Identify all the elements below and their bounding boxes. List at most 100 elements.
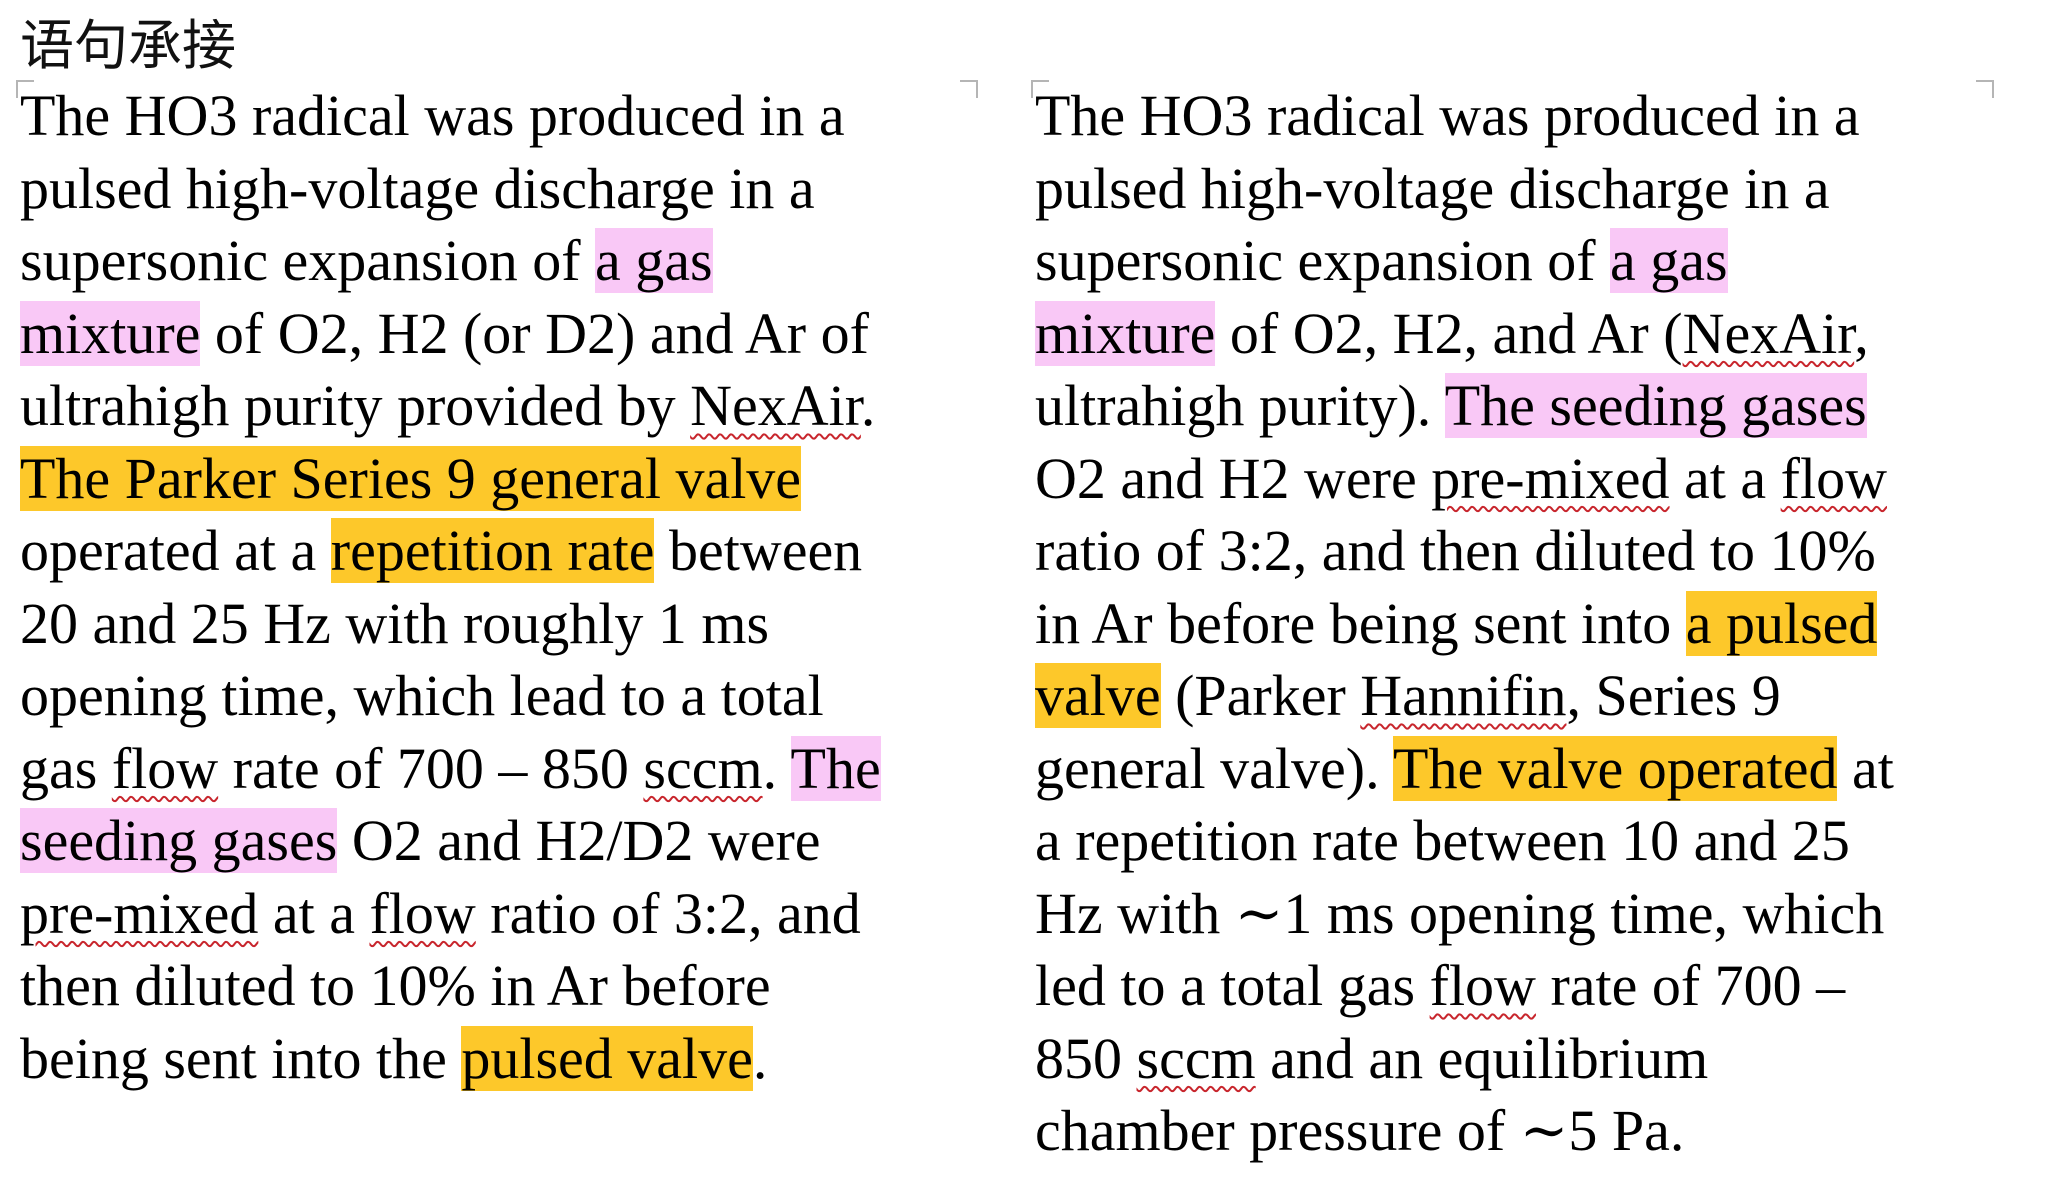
spellcheck-flagged-word: flow — [1429, 953, 1536, 1018]
text-run: . — [752, 1025, 768, 1091]
paragraph-line: ultrahigh purity). The seeding gases — [1035, 370, 2010, 443]
paragraph-line: The HO3 radical was produced in a — [20, 80, 990, 153]
spellcheck-flagged-word: sccm — [1136, 1025, 1256, 1091]
text-run: of O2, H2, and Ar ( — [1215, 300, 1683, 366]
paragraph-line: pre-mixed at a flow ratio of 3:2, and — [20, 878, 990, 951]
spellcheck-flagged-word: flow — [1780, 445, 1887, 511]
text-run: rate of 700 – — [1535, 953, 1846, 1018]
text-run: . — [860, 373, 876, 438]
text-run: pulsed high-voltage discharge in a — [20, 155, 815, 221]
spellcheck-flagged-word: flow — [111, 735, 219, 801]
spellcheck-flagged-word: NexAir — [1682, 300, 1855, 366]
text-run: led to a total gas — [1035, 953, 1430, 1018]
paragraph-line: ratio of 3:2, and then diluted to 10% — [1035, 515, 2010, 588]
paragraph-line: a repetition rate between 10 and 25 — [1035, 805, 2010, 878]
text-boundary-mark-left-top-right — [960, 80, 978, 98]
paragraph-line: pulsed high-voltage discharge in a — [1035, 153, 2010, 226]
text-run: and an equilibrium — [1255, 1025, 1709, 1091]
text-boundary-mark-right-top-right — [1976, 80, 1994, 98]
paragraph-line: gas flow rate of 700 – 850 sccm. The — [20, 733, 990, 806]
page-title: 语句承接 — [20, 14, 236, 77]
paragraph-line: chamber pressure of ∼5 Pa. — [1035, 1095, 2010, 1168]
text-run: 20 and 25 Hz with roughly 1 ms — [20, 590, 770, 656]
highlight-yellow: valve — [1035, 663, 1161, 728]
text-run: ratio of 3:2, and — [475, 880, 861, 946]
text-run: gas — [20, 735, 112, 801]
text-run: in Ar before being sent into — [1035, 590, 1686, 656]
text-run: supersonic expansion of — [1035, 228, 1611, 293]
spellcheck-flagged-word: NexAir — [690, 373, 861, 438]
text-boundary-mark-left-top-left — [16, 80, 34, 98]
text-run: O2 and H2/D2 were — [337, 808, 821, 873]
text-run: ultrahigh purity provided by — [20, 373, 691, 438]
text-run: Hz with ∼1 ms opening time, which — [1035, 880, 1885, 946]
text-run: rate of 700 – 850 — [218, 735, 644, 801]
paragraph-line: valve (Parker Hannifin, Series 9 — [1035, 660, 2010, 733]
text-run: supersonic expansion of — [20, 228, 596, 293]
highlight-pink: a gas — [595, 228, 713, 293]
text-run: chamber pressure of ∼5 Pa. — [1035, 1098, 1685, 1163]
text-run: general valve). — [1035, 735, 1394, 801]
text-run: The HO3 radical was produced in a — [20, 83, 845, 148]
paragraph-line: 850 sccm and an equilibrium — [1035, 1023, 2010, 1096]
paragraph-line: Hz with ∼1 ms opening time, which — [1035, 878, 2010, 951]
original-paragraph[interactable]: The HO3 radical was produced in a pulsed … — [20, 80, 990, 1095]
text-run: O2 and H2 were — [1035, 445, 1432, 511]
highlight-yellow: The valve operated — [1393, 735, 1838, 801]
paragraph-line: The Parker Series 9 general valve — [20, 443, 990, 516]
highlight-pink: seeding gases — [20, 808, 338, 873]
paragraph-line: being sent into the pulsed valve. — [20, 1023, 990, 1096]
text-run: at a — [258, 880, 370, 946]
highlight-pink: The seeding gases — [1444, 373, 1867, 438]
spellcheck-flagged-word: Hannifin — [1360, 663, 1567, 728]
paragraph-line: supersonic expansion of a gas — [20, 225, 990, 298]
paragraph-line: seeding gases O2 and H2/D2 were — [20, 805, 990, 878]
text-run: The HO3 radical was produced in a — [1035, 83, 1860, 148]
text-run: of O2, H2 (or D2) and Ar of — [200, 300, 869, 366]
text-run: pulsed high-voltage discharge in a — [1035, 155, 1830, 221]
highlight-yellow: a pulsed — [1685, 590, 1878, 656]
paragraph-line: The HO3 radical was produced in a — [1035, 80, 2010, 153]
text-boundary-mark-right-top-left — [1031, 80, 1049, 98]
spellcheck-flagged-word: pre-mixed — [1431, 445, 1670, 511]
highlight-pink: The — [790, 735, 881, 801]
text-run: opening time, which lead to a total — [20, 663, 824, 728]
highlight-pink: a gas — [1610, 228, 1728, 293]
text-run: 850 — [1035, 1025, 1137, 1091]
revised-paragraph[interactable]: The HO3 radical was produced in a pulsed … — [1035, 80, 2010, 1168]
paragraph-line: ultrahigh purity provided by NexAir. — [20, 370, 990, 443]
highlight-pink: mixture — [20, 300, 201, 366]
paragraph-line: opening time, which lead to a total — [20, 660, 990, 733]
text-run: at — [1837, 735, 1894, 801]
text-run: being sent into the — [20, 1025, 462, 1091]
paragraph-line: general valve). The valve operated at — [1035, 733, 2010, 806]
text-run: then diluted to 10% in Ar before — [20, 953, 771, 1018]
text-run: ratio of 3:2, and then diluted to 10% — [1035, 518, 1876, 583]
highlight-yellow: The Parker Series 9 general valve — [20, 445, 802, 511]
text-run: ultrahigh purity). — [1035, 373, 1445, 438]
text-run: , — [1854, 300, 1869, 366]
paragraph-line: in Ar before being sent into a pulsed — [1035, 588, 2010, 661]
paragraph-line: supersonic expansion of a gas — [1035, 225, 2010, 298]
paragraph-line: pulsed high-voltage discharge in a — [20, 153, 990, 226]
highlight-pink: mixture — [1035, 300, 1216, 366]
text-run: . — [762, 735, 791, 801]
paragraph-line: O2 and H2 were pre-mixed at a flow — [1035, 443, 2010, 516]
spellcheck-flagged-word: sccm — [643, 735, 763, 801]
paragraph-line: then diluted to 10% in Ar before — [20, 950, 990, 1023]
spellcheck-flagged-word: flow — [369, 880, 476, 946]
paragraph-line: operated at a repetition rate between — [20, 515, 990, 588]
paragraph-line: mixture of O2, H2, and Ar (NexAir, — [1035, 298, 2010, 371]
text-run: operated at a — [20, 518, 331, 583]
spellcheck-flagged-word: pre-mixed — [20, 880, 259, 946]
highlight-yellow: pulsed valve — [461, 1025, 753, 1091]
text-run: at a — [1669, 445, 1781, 511]
paragraph-line: led to a total gas flow rate of 700 – — [1035, 950, 2010, 1023]
text-run: (Parker — [1160, 663, 1361, 728]
paragraph-line: mixture of O2, H2 (or D2) and Ar of — [20, 298, 990, 371]
text-run: , Series 9 — [1566, 663, 1781, 728]
text-run: between — [654, 518, 863, 583]
paragraph-line: 20 and 25 Hz with roughly 1 ms — [20, 588, 990, 661]
text-run: a repetition rate between 10 and 25 — [1035, 808, 1850, 873]
highlight-yellow: repetition rate — [330, 518, 655, 583]
